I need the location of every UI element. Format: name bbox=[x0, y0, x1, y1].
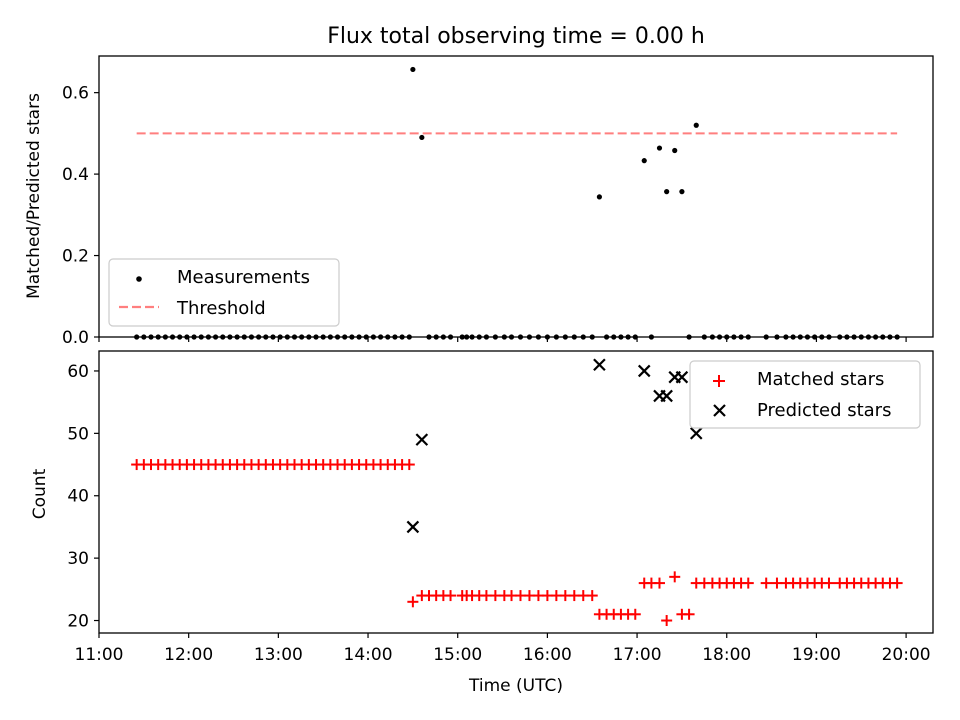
bottom-y-tick-label: 20 bbox=[67, 612, 89, 632]
top-y-tick-label: 0.2 bbox=[62, 247, 89, 267]
measurement-point bbox=[410, 66, 416, 73]
measurement-point bbox=[596, 194, 603, 200]
x-tick-label: 12:00 bbox=[164, 645, 213, 665]
x-tick-label: 14:00 bbox=[344, 645, 393, 665]
x-tick-label: 16:00 bbox=[523, 645, 572, 665]
x-tick-label: 15:00 bbox=[433, 645, 482, 665]
bottom-y-axis-label: Count bbox=[30, 468, 50, 519]
bottom-x-axis-ticks: 11:00 12:00 13:00 14:00 15:00 16:00 17:00 18:00… bbox=[75, 633, 931, 665]
matched-star-point bbox=[742, 577, 754, 589]
x-axis-label: Time (UTC) bbox=[468, 676, 563, 696]
legend-measurements-marker bbox=[136, 276, 142, 282]
matched-star-point bbox=[661, 615, 673, 627]
top-legend-box bbox=[108, 258, 340, 327]
measurement-point bbox=[656, 145, 663, 151]
bottom-legend: Matched stars Predicted stars bbox=[689, 360, 921, 429]
predicted-star-point bbox=[660, 389, 673, 403]
measurement-point bbox=[419, 134, 425, 141]
x-tick-label: 20:00 bbox=[882, 645, 931, 665]
bottom-axes-frame bbox=[98, 350, 934, 634]
matched-star-point bbox=[445, 590, 457, 602]
matched-stars-series bbox=[131, 459, 903, 627]
legend-predicted-label: Predicted stars bbox=[757, 400, 891, 421]
x-tick-label: 18:00 bbox=[702, 645, 751, 665]
bottom-legend-box bbox=[689, 360, 921, 429]
top-y-tick-label: 0.4 bbox=[62, 165, 89, 185]
x-tick-label: 13:00 bbox=[254, 645, 303, 665]
matched-star-point bbox=[760, 577, 772, 589]
bottom-y-tick-label: 60 bbox=[67, 362, 89, 382]
bottom-y-tick-label: 50 bbox=[67, 424, 89, 444]
matched-star-point bbox=[586, 590, 598, 602]
matched-star-point bbox=[669, 571, 681, 583]
legend-measurements-label: Measurements bbox=[177, 267, 310, 288]
predicted-stars-series bbox=[406, 358, 703, 534]
measurement-point bbox=[679, 189, 685, 195]
predicted-star-point bbox=[406, 520, 420, 534]
predicted-star-point bbox=[675, 370, 689, 384]
matched-star-point bbox=[891, 577, 903, 589]
bottom-y-tick-label: 40 bbox=[67, 487, 89, 507]
top-y-tick-label: 0.0 bbox=[62, 328, 89, 348]
x-tick-label: 11:00 bbox=[75, 645, 124, 665]
top-y-axis-ticks: 0.0 0.2 0.4 0.6 bbox=[62, 84, 99, 348]
measurement-point bbox=[672, 147, 678, 154]
x-tick-label: 17:00 bbox=[613, 645, 662, 665]
legend-matched-marker bbox=[713, 375, 725, 387]
matched-star-point bbox=[403, 459, 415, 471]
predicted-star-point bbox=[689, 427, 703, 440]
legend-matched-label: Matched stars bbox=[757, 369, 884, 390]
top-axes-frame bbox=[98, 55, 934, 338]
legend-predicted-marker bbox=[713, 404, 726, 417]
chart-title: Flux total observing time = 0.00 h bbox=[327, 24, 705, 49]
measurement-point bbox=[641, 158, 647, 164]
matched-star-point bbox=[683, 608, 695, 620]
measurement-point bbox=[664, 189, 670, 195]
matched-star-point bbox=[407, 596, 419, 608]
matched-star-point bbox=[653, 577, 665, 589]
predicted-star-point bbox=[415, 433, 429, 446]
x-tick-label: 19:00 bbox=[792, 645, 841, 665]
bottom-y-tick-label: 30 bbox=[67, 549, 89, 569]
top-legend: Measurements Threshold bbox=[108, 258, 340, 327]
predicted-star-point bbox=[593, 358, 606, 372]
top-y-axis-label: Matched/Predicted stars bbox=[24, 93, 44, 299]
legend-threshold-label: Threshold bbox=[176, 298, 266, 319]
matched-star-point bbox=[629, 608, 641, 620]
top-y-tick-label: 0.6 bbox=[62, 84, 89, 104]
predicted-star-point bbox=[637, 364, 651, 378]
measurement-point bbox=[693, 122, 699, 128]
matched-star-point bbox=[823, 577, 835, 589]
bottom-y-axis-ticks: 20 30 40 50 60 bbox=[67, 362, 99, 632]
